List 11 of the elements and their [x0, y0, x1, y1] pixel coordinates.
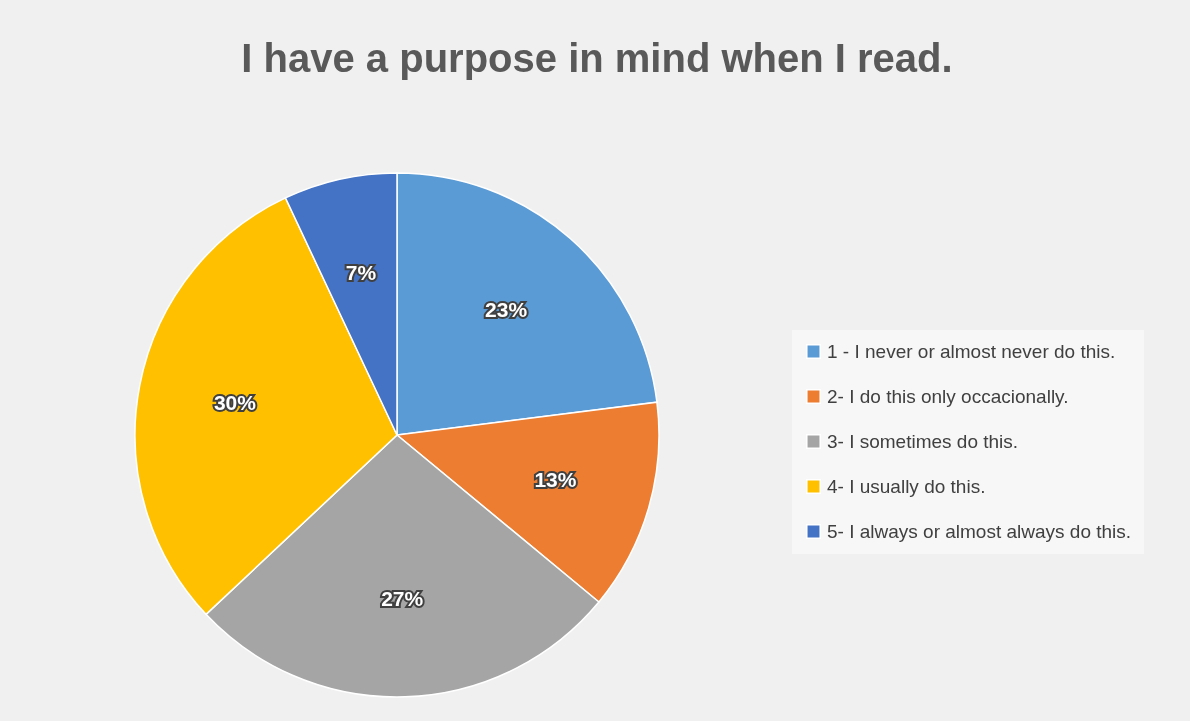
data-label: 27% [381, 586, 424, 610]
legend-label: 3- I sometimes do this. [827, 430, 1019, 452]
data-label: 7% [345, 260, 377, 284]
data-label: 23% [485, 298, 528, 322]
chart-title: I have a purpose in mind when I read. [241, 36, 953, 80]
legend-label: 4- I usually do this. [827, 475, 986, 497]
data-label: 13% [534, 468, 577, 492]
legend-label: 5- I always or almost always do this. [827, 520, 1132, 542]
legend-label: 1 - I never or almost never do this. [827, 340, 1116, 362]
data-label: 30% [213, 391, 257, 415]
legend-label: 2- I do this only occacionally. [827, 385, 1069, 407]
